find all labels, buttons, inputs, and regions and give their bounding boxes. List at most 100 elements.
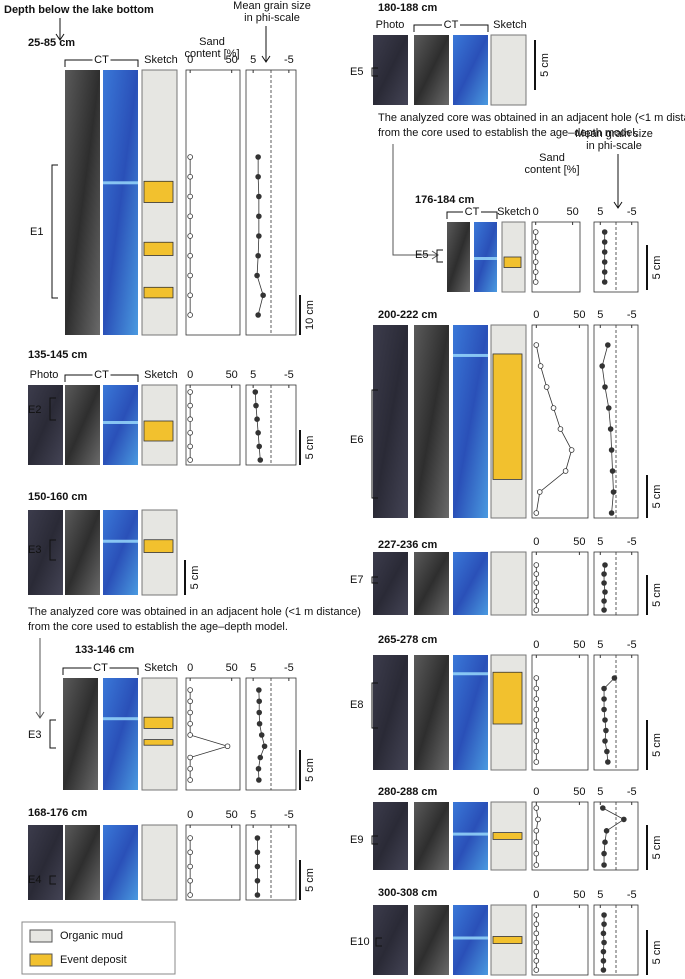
plot-frame (531, 654, 589, 771)
sand-point (532, 249, 539, 255)
sand-point (533, 805, 540, 811)
scale-label: 10 cm (304, 300, 316, 330)
column-label: Sketch (144, 369, 178, 381)
sand-point (533, 675, 540, 681)
sand-point (533, 696, 540, 702)
tick-label: 50 (573, 639, 585, 651)
grain-point (257, 754, 264, 761)
grain-point (254, 892, 261, 898)
grain-point (602, 717, 608, 723)
tick-label: 5 (597, 309, 603, 321)
bracket (446, 211, 498, 219)
scale-label: 5 cm (539, 53, 551, 77)
plot-frame (531, 551, 589, 616)
sand-point (543, 384, 550, 390)
sketch (490, 34, 527, 106)
event-label: E5 (350, 66, 363, 78)
sand-point (187, 389, 193, 395)
sketch (141, 824, 178, 901)
tick-label: 50 (573, 889, 585, 901)
event-bracket (371, 835, 378, 845)
sand-point (533, 958, 540, 964)
sand-point (187, 233, 193, 239)
core-image (447, 222, 470, 292)
column-label: Sketch (144, 662, 178, 674)
sand-point (187, 252, 193, 259)
tick-label: 0 (533, 309, 539, 321)
sand-point (187, 698, 193, 705)
tick-label: -5 (627, 206, 637, 218)
sand-title: Sand (539, 152, 565, 164)
event-deposit (143, 716, 174, 729)
event-label: E8 (350, 699, 363, 711)
sand-point (533, 607, 540, 613)
grain-point (608, 447, 615, 453)
core-image (65, 825, 100, 900)
event-label: E10 (350, 936, 370, 948)
event-label: E4 (28, 874, 41, 886)
core-image (63, 678, 98, 790)
grain-point (600, 958, 607, 964)
sand-point (533, 839, 540, 845)
sand-point (187, 765, 193, 772)
grain-point (602, 589, 608, 595)
grain-point (254, 835, 261, 841)
core-image (373, 655, 408, 770)
grain-point (601, 580, 607, 586)
grain-point (601, 939, 607, 946)
grain-point (599, 805, 606, 811)
core-image (453, 325, 488, 518)
grain-point (603, 827, 610, 834)
legend-swatch (29, 929, 53, 943)
tick-label: 5 (250, 369, 256, 381)
tick-label: 50 (573, 536, 585, 548)
depth-label: 200-222 cm (378, 309, 438, 321)
grain-point (601, 850, 607, 857)
plot-frame (185, 384, 241, 466)
core-image (373, 35, 408, 105)
grain-point (599, 363, 605, 369)
depth-label: 265-278 cm (378, 634, 438, 646)
grain-point (602, 738, 608, 744)
grain-point (610, 489, 617, 495)
bracket (62, 667, 139, 675)
sand-point (533, 939, 540, 946)
depth-label: 133-146 cm (75, 644, 135, 656)
core-image (414, 35, 449, 105)
column-label: CT (444, 19, 459, 31)
sand-point (187, 173, 193, 180)
scale-label: 5 cm (651, 836, 663, 860)
grain-title: Mean grain size (575, 128, 653, 140)
tick-label: 0 (533, 536, 539, 548)
event-label: E1 (30, 226, 43, 238)
plot-frame (531, 801, 589, 871)
profile-line (189, 690, 229, 780)
event-bracket (49, 719, 56, 749)
tick-label: 0 (187, 809, 193, 821)
scale-label: 5 cm (304, 436, 316, 460)
depth-label: 135-145 cm (28, 349, 88, 361)
grain-point (601, 912, 607, 918)
sand-point (187, 193, 193, 200)
tick-label: 5 (597, 639, 603, 651)
grain-point (254, 863, 261, 870)
event-deposit (143, 420, 174, 442)
tick-label: 50 (226, 369, 238, 381)
grain-point (601, 685, 607, 692)
event-bracket (49, 397, 56, 421)
grain-point (601, 239, 608, 245)
column-label: Sketch (497, 206, 531, 218)
column-label: CT (94, 369, 109, 381)
plot-frame (185, 824, 241, 901)
grain-point (261, 743, 268, 750)
grain-point (253, 402, 259, 409)
grain-point (255, 429, 261, 436)
column-label: Photo (376, 19, 405, 31)
event-label: E9 (350, 834, 363, 846)
depth-label: 280-288 cm (378, 786, 438, 798)
scale-label: 5 cm (651, 941, 663, 965)
grain-point (254, 877, 261, 884)
arrow (613, 154, 623, 209)
core-image (414, 905, 449, 975)
